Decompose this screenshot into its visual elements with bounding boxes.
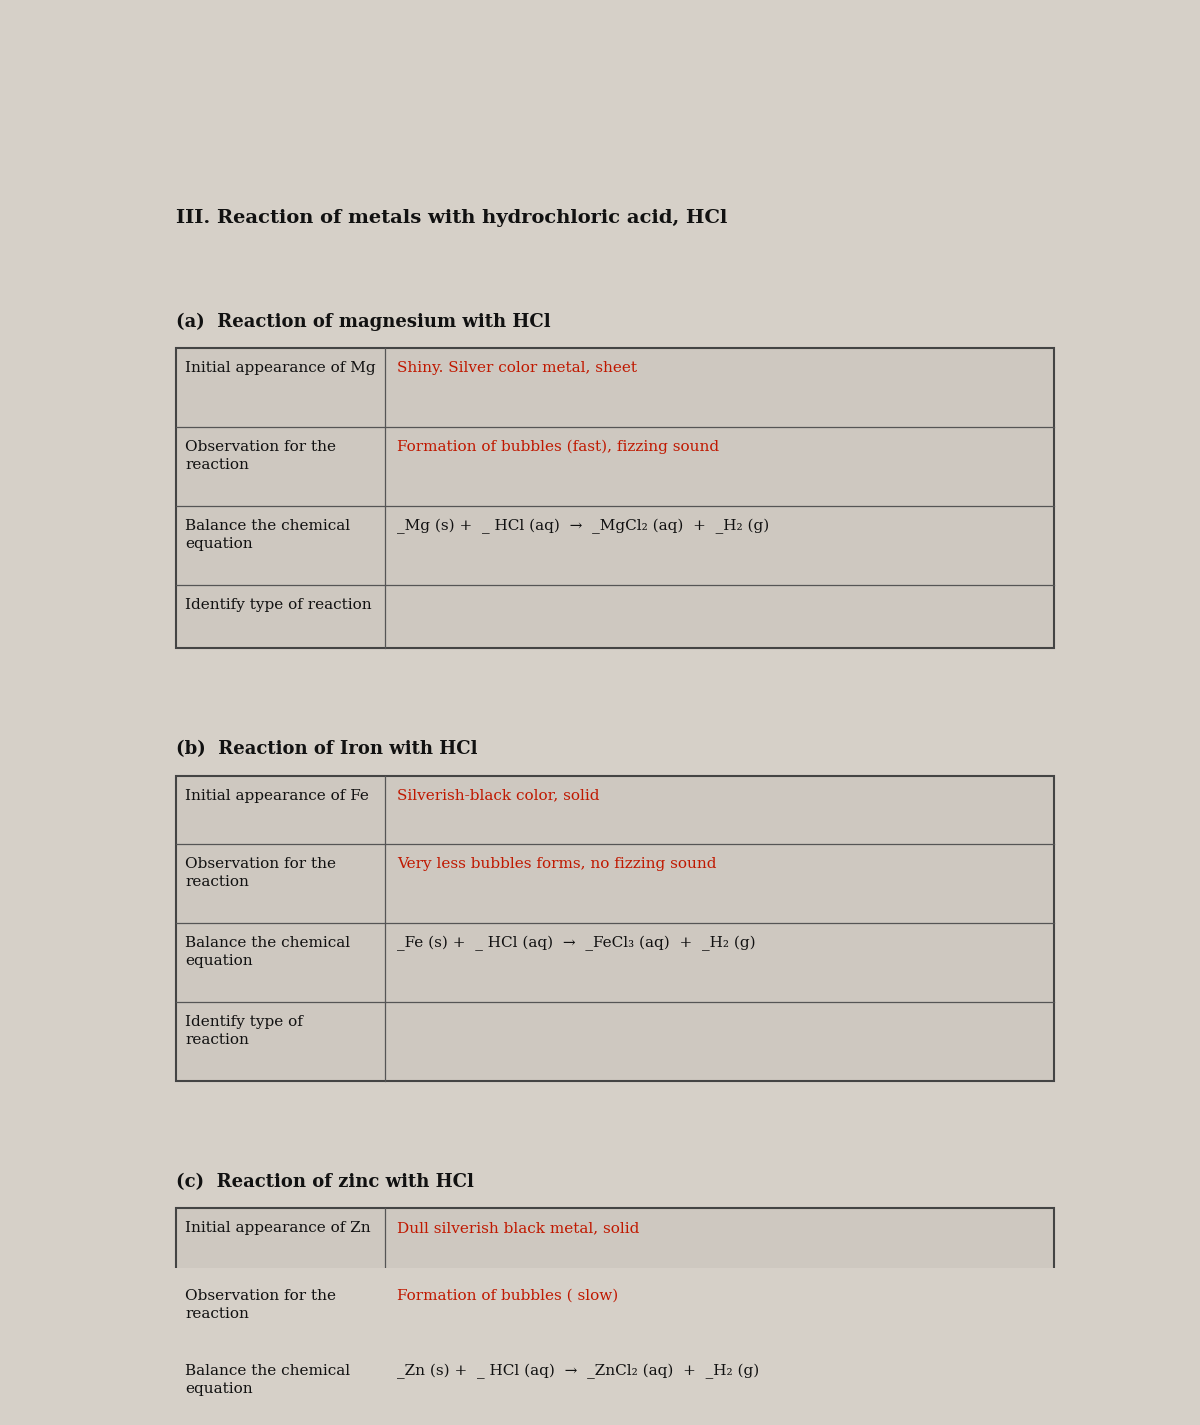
Text: Observation for the
reaction: Observation for the reaction	[185, 1290, 336, 1321]
Text: _Mg (s) +  _ HCl (aq)  →  _MgCl₂ (aq)  +  _H₂ (g): _Mg (s) + _ HCl (aq) → _MgCl₂ (aq) + _H₂…	[397, 519, 769, 534]
Text: Identify type of
reaction: Identify type of reaction	[185, 1015, 304, 1047]
Text: (c)  Reaction of zinc with HCl: (c) Reaction of zinc with HCl	[176, 1173, 474, 1191]
Bar	[176, 775, 1054, 1080]
Text: Balance the chemical
equation: Balance the chemical equation	[185, 936, 350, 968]
Text: Dull silverish black metal, solid: Dull silverish black metal, solid	[397, 1221, 640, 1235]
Text: Shiny. Silver color metal, sheet: Shiny. Silver color metal, sheet	[397, 361, 637, 375]
Text: Very less bubbles forms, no fizzing sound: Very less bubbles forms, no fizzing soun…	[397, 856, 716, 871]
Bar	[176, 348, 1054, 648]
Text: (a)  Reaction of magnesium with HCl: (a) Reaction of magnesium with HCl	[176, 312, 551, 331]
Text: (b)  Reaction of Iron with HCl: (b) Reaction of Iron with HCl	[176, 741, 478, 758]
Text: Silverish-black color, solid: Silverish-black color, solid	[397, 789, 600, 802]
Text: Initial appearance of Zn: Initial appearance of Zn	[185, 1221, 371, 1235]
Text: _Fe (s) +  _ HCl (aq)  →  _FeCl₃ (aq)  +  _H₂ (g): _Fe (s) + _ HCl (aq) → _FeCl₃ (aq) + _H₂…	[397, 936, 756, 950]
Text: Balance the chemical
equation: Balance the chemical equation	[185, 1364, 350, 1396]
Text: Initial appearance of Fe: Initial appearance of Fe	[185, 789, 370, 802]
Text: Formation of bubbles ( slow): Formation of bubbles ( slow)	[397, 1290, 618, 1302]
Text: Observation for the
reaction: Observation for the reaction	[185, 440, 336, 472]
Text: Observation for the
reaction: Observation for the reaction	[185, 856, 336, 889]
Text: Formation of bubbles (fast), fizzing sound: Formation of bubbles (fast), fizzing sou…	[397, 440, 719, 455]
Bar	[176, 1208, 1054, 1425]
Text: Balance the chemical
equation: Balance the chemical equation	[185, 519, 350, 551]
Text: III. Reaction of metals with hydrochloric acid, HCl: III. Reaction of metals with hydrochlori…	[176, 209, 727, 228]
Text: Initial appearance of Mg: Initial appearance of Mg	[185, 361, 376, 375]
Text: Identify type of reaction: Identify type of reaction	[185, 598, 372, 611]
Text: _Zn (s) +  _ HCl (aq)  →  _ZnCl₂ (aq)  +  _H₂ (g): _Zn (s) + _ HCl (aq) → _ZnCl₂ (aq) + _H₂…	[397, 1364, 760, 1379]
